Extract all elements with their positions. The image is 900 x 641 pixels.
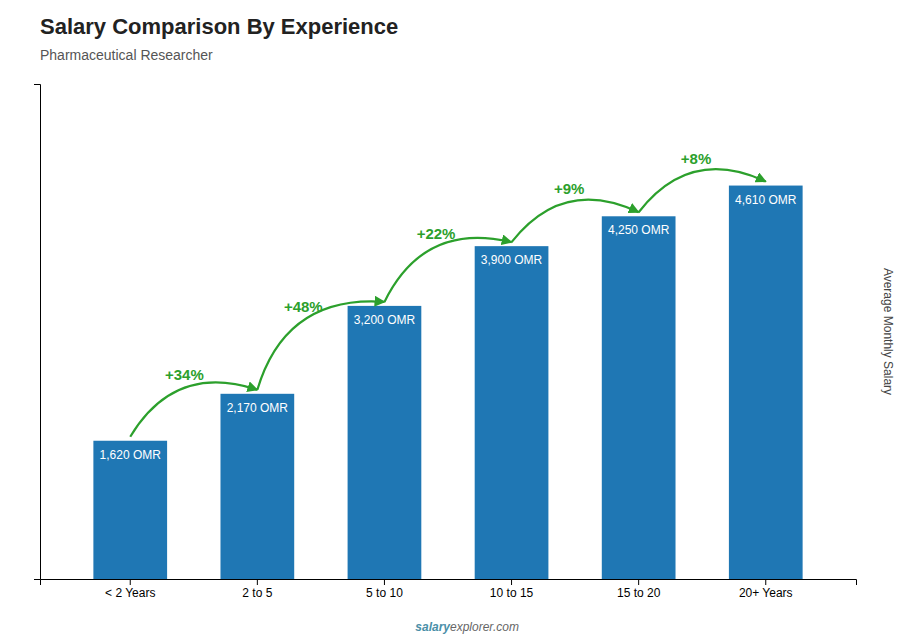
x-tick: 15 to 20 bbox=[617, 579, 661, 600]
x-tick-mark bbox=[257, 579, 258, 585]
change-arrow bbox=[512, 200, 639, 243]
y-axis-line bbox=[34, 85, 41, 580]
data-label: 4,610 OMR bbox=[735, 193, 797, 207]
data-label: 2,170 OMR bbox=[227, 401, 289, 415]
change-label: +9% bbox=[554, 180, 584, 197]
change-label: +48% bbox=[284, 298, 323, 315]
watermark-text: explorer.com bbox=[450, 620, 519, 634]
data-label: 1,620 OMR bbox=[100, 448, 162, 462]
x-tick-mark bbox=[511, 579, 512, 585]
data-labels: 1,620 OMR 2,170 OMR 3,200 OMR 3,900 OMR 4,25… bbox=[100, 193, 797, 462]
x-tick-mark bbox=[765, 579, 766, 585]
x-tick-label: 10 to 15 bbox=[490, 586, 534, 600]
data-label: 3,900 OMR bbox=[481, 253, 543, 267]
change-arrow bbox=[639, 169, 766, 212]
change-arrow bbox=[130, 382, 257, 436]
bar bbox=[93, 441, 167, 579]
x-tick-label: 5 to 10 bbox=[366, 586, 403, 600]
watermark: salaryexplorer.com bbox=[415, 620, 519, 634]
watermark-text: salary bbox=[415, 620, 451, 634]
change-label: +8% bbox=[681, 150, 711, 167]
x-axis: < 2 Years 2 to 5 5 to 10 10 to 15 15 to 20 20… bbox=[41, 579, 857, 600]
chart-svg: Salary Comparison By Experience Pharmaceu… bbox=[0, 0, 900, 641]
subtitle: Pharmaceutical Researcher bbox=[40, 47, 213, 63]
x-tick-label: 2 to 5 bbox=[242, 586, 272, 600]
bar bbox=[220, 394, 294, 579]
y-axis-title: Average Monthly Salary bbox=[881, 268, 895, 395]
x-axis-line bbox=[41, 580, 857, 586]
x-tick-mark bbox=[130, 579, 131, 585]
bar bbox=[348, 306, 422, 579]
x-tick-mark bbox=[384, 579, 385, 585]
change-label: +22% bbox=[417, 225, 456, 242]
x-tick: 20+ Years bbox=[739, 579, 793, 600]
x-tick: < 2 Years bbox=[105, 579, 155, 600]
change-arrow bbox=[384, 238, 511, 302]
chart-container: Salary Comparison By Experience Pharmaceu… bbox=[0, 0, 900, 641]
x-tick-label: 20+ Years bbox=[739, 586, 793, 600]
x-tick: 2 to 5 bbox=[242, 579, 272, 600]
x-tick-mark bbox=[638, 579, 639, 585]
bar bbox=[729, 186, 803, 579]
x-tick-label: < 2 Years bbox=[105, 586, 155, 600]
data-label: 4,250 OMR bbox=[608, 223, 670, 237]
change-annotations: +34% +48% +22% +9% +8% bbox=[130, 150, 766, 437]
change-label: +34% bbox=[165, 366, 204, 383]
x-tick: 10 to 15 bbox=[490, 579, 534, 600]
bar bbox=[602, 216, 676, 579]
x-tick: 5 to 10 bbox=[366, 579, 403, 600]
title: Salary Comparison By Experience bbox=[40, 14, 398, 39]
plot-area bbox=[93, 186, 802, 579]
bar bbox=[475, 246, 549, 579]
data-label: 3,200 OMR bbox=[354, 313, 416, 327]
y-axis bbox=[34, 85, 41, 580]
x-tick-label: 15 to 20 bbox=[617, 586, 661, 600]
